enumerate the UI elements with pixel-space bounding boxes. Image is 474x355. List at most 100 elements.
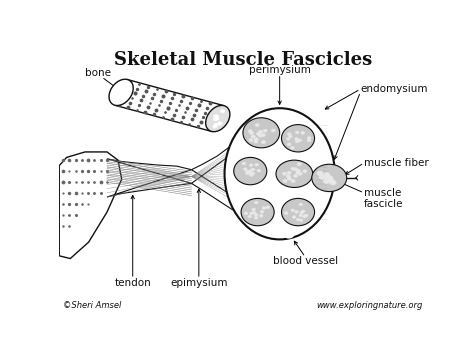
Circle shape [295, 132, 299, 135]
Circle shape [293, 178, 297, 181]
Text: muscle
fascicle: muscle fascicle [364, 187, 404, 209]
Circle shape [296, 211, 300, 214]
Ellipse shape [241, 198, 274, 226]
Circle shape [240, 174, 243, 177]
Ellipse shape [312, 164, 346, 192]
Circle shape [212, 126, 216, 129]
Text: epimysium: epimysium [170, 278, 228, 288]
Ellipse shape [206, 105, 230, 132]
Circle shape [253, 215, 257, 218]
Circle shape [265, 140, 269, 143]
Circle shape [292, 168, 296, 171]
Circle shape [218, 118, 222, 121]
Circle shape [309, 212, 312, 214]
Circle shape [299, 212, 303, 214]
Circle shape [328, 175, 334, 180]
Circle shape [286, 131, 290, 133]
Circle shape [286, 142, 290, 145]
Circle shape [287, 206, 291, 208]
Polygon shape [115, 80, 224, 131]
Text: blood vessel: blood vessel [273, 256, 338, 266]
Ellipse shape [282, 198, 315, 226]
Circle shape [264, 132, 268, 135]
Circle shape [250, 179, 254, 182]
Circle shape [290, 211, 293, 213]
Circle shape [215, 112, 219, 115]
Circle shape [328, 182, 334, 187]
Circle shape [295, 202, 298, 204]
Polygon shape [107, 159, 191, 197]
Polygon shape [316, 164, 328, 192]
Circle shape [327, 180, 333, 185]
Circle shape [262, 212, 266, 215]
Circle shape [246, 165, 249, 168]
Circle shape [297, 169, 301, 172]
Ellipse shape [109, 79, 133, 105]
Circle shape [307, 134, 311, 136]
Text: ©Sheri Amsel: ©Sheri Amsel [63, 301, 121, 311]
Circle shape [255, 142, 260, 146]
Circle shape [255, 209, 259, 211]
Circle shape [252, 162, 255, 165]
Ellipse shape [243, 118, 280, 148]
Text: muscle fiber: muscle fiber [364, 158, 429, 168]
Circle shape [289, 140, 292, 142]
Circle shape [322, 171, 329, 176]
Circle shape [268, 136, 272, 139]
Text: bone: bone [85, 68, 111, 78]
Circle shape [252, 174, 256, 176]
Ellipse shape [234, 157, 267, 185]
Circle shape [265, 137, 270, 140]
Circle shape [287, 137, 291, 140]
Circle shape [259, 143, 263, 146]
Circle shape [251, 220, 255, 222]
Circle shape [293, 173, 297, 176]
Circle shape [295, 213, 299, 215]
Circle shape [264, 209, 267, 212]
Circle shape [258, 122, 262, 125]
Circle shape [292, 210, 296, 213]
Text: Skeletal Muscle Fascicles: Skeletal Muscle Fascicles [114, 51, 372, 69]
Circle shape [302, 139, 306, 141]
Circle shape [255, 121, 259, 124]
Circle shape [287, 164, 291, 167]
Circle shape [254, 131, 258, 134]
Circle shape [248, 169, 252, 171]
Circle shape [218, 109, 222, 112]
Circle shape [254, 179, 258, 182]
Text: tendon: tendon [114, 278, 151, 288]
Circle shape [291, 179, 295, 182]
Circle shape [302, 213, 306, 216]
Circle shape [293, 170, 297, 173]
Circle shape [255, 174, 259, 176]
Circle shape [292, 133, 296, 136]
Circle shape [304, 167, 308, 170]
Circle shape [299, 170, 303, 173]
Ellipse shape [276, 160, 313, 187]
Circle shape [336, 179, 342, 184]
Circle shape [297, 140, 301, 143]
Circle shape [292, 131, 295, 133]
Circle shape [214, 123, 218, 126]
Circle shape [260, 120, 264, 124]
Circle shape [219, 108, 223, 111]
Circle shape [284, 231, 293, 238]
Circle shape [220, 114, 224, 117]
Circle shape [305, 133, 309, 136]
Circle shape [267, 211, 270, 213]
Polygon shape [59, 152, 122, 258]
Circle shape [260, 169, 264, 171]
Circle shape [291, 171, 294, 174]
Circle shape [296, 137, 300, 140]
Text: endomysium: endomysium [360, 84, 428, 94]
Circle shape [216, 116, 220, 119]
Circle shape [303, 170, 307, 173]
Circle shape [303, 174, 307, 176]
Circle shape [249, 213, 253, 215]
Circle shape [283, 212, 287, 215]
Text: www.exploringnature.org: www.exploringnature.org [317, 301, 423, 311]
Circle shape [286, 171, 290, 174]
Circle shape [267, 129, 271, 132]
Circle shape [327, 176, 333, 180]
Polygon shape [191, 119, 280, 226]
